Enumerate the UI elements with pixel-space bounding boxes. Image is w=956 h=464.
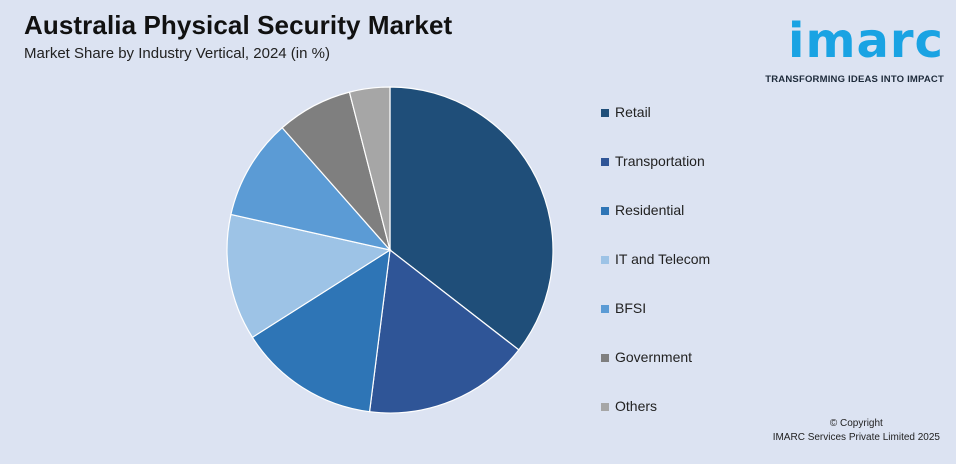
legend-item-transportation: Transportation [601, 153, 710, 202]
legend-label-transportation: Transportation [615, 153, 705, 169]
legend-label-residential: Residential [615, 202, 685, 218]
legend-item-government: Government [601, 349, 710, 398]
legend-label-it-and-telecom: IT and Telecom [615, 251, 711, 267]
legend-item-retail: Retail [601, 104, 710, 153]
pie-slice-transportation [368, 248, 520, 414]
copyright-notice: © Copyright IMARC Services Private Limit… [773, 417, 940, 445]
pie-slice-others [348, 86, 391, 251]
legend-label-others: Others [615, 398, 658, 414]
pie-slice-it-and-telecom [226, 213, 392, 339]
copyright-line-1: © Copyright [829, 418, 883, 429]
imarc-logo: imarc TRANSFORMING IDEAS INTO IMPACT [762, 10, 944, 88]
legend-swatch-retail [601, 109, 609, 117]
legend-label-retail: Retail [615, 104, 651, 120]
chart-subtitle: Market Share by Industry Vertical, 2024 … [24, 45, 330, 62]
legend-item-others: Others [601, 398, 710, 447]
legend-item-bfsi: BFSI [601, 300, 710, 349]
logo-wordmark: imarc [788, 13, 944, 69]
logo-tagline: TRANSFORMING IDEAS INTO IMPACT [765, 74, 944, 85]
chart-legend: Retail Transportation Residential IT and Te… [601, 104, 710, 447]
pie-slice-bfsi [230, 126, 392, 251]
legend-swatch-government [601, 354, 609, 362]
chart-title: Australia Physical Security Market [24, 10, 453, 40]
pie-slice-retail [389, 86, 554, 351]
legend-swatch-residential [601, 207, 609, 215]
legend-item-it-and-telecom: IT and Telecom [601, 251, 710, 300]
legend-swatch-it-and-telecom [601, 256, 609, 264]
legend-item-residential: Residential [601, 202, 710, 251]
pie-slice-residential [251, 248, 391, 413]
legend-swatch-transportation [601, 158, 609, 166]
pie-chart [226, 86, 554, 414]
legend-swatch-bfsi [601, 305, 609, 313]
copyright-line-2: IMARC Services Private Limited 2025 [772, 432, 940, 443]
legend-label-bfsi: BFSI [615, 300, 647, 316]
legend-swatch-others [601, 403, 609, 411]
legend-label-government: Government [615, 349, 693, 365]
